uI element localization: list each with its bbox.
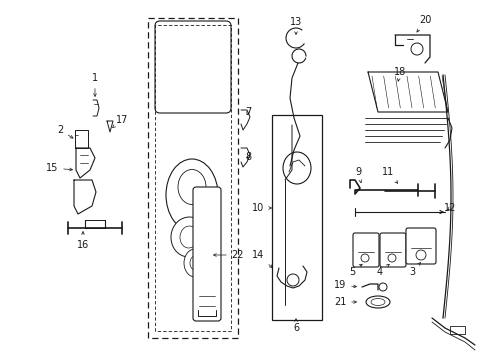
Text: 16: 16	[77, 231, 89, 250]
Text: 13: 13	[289, 17, 302, 35]
FancyBboxPatch shape	[193, 187, 221, 321]
Circle shape	[286, 274, 298, 286]
Ellipse shape	[283, 152, 310, 184]
FancyBboxPatch shape	[155, 21, 230, 113]
Ellipse shape	[365, 296, 389, 308]
Bar	[75, 130, 88, 148]
Text: 6: 6	[292, 319, 299, 333]
Text: 7: 7	[244, 107, 251, 117]
Text: 1: 1	[92, 73, 98, 96]
Bar	[271, 115, 321, 320]
Text: 17: 17	[112, 115, 128, 127]
FancyBboxPatch shape	[379, 233, 405, 267]
Text: 9: 9	[354, 167, 361, 183]
Text: 22: 22	[213, 250, 244, 260]
Text: 21: 21	[333, 297, 356, 307]
Ellipse shape	[183, 249, 205, 277]
Circle shape	[387, 254, 395, 262]
Text: 4: 4	[376, 264, 388, 277]
FancyBboxPatch shape	[352, 233, 378, 267]
Ellipse shape	[171, 217, 206, 257]
Text: 10: 10	[251, 203, 271, 213]
Circle shape	[410, 43, 422, 55]
Ellipse shape	[165, 159, 218, 231]
Text: 8: 8	[244, 152, 250, 162]
Circle shape	[360, 254, 368, 262]
Text: 2: 2	[57, 125, 73, 138]
Text: 19: 19	[333, 280, 356, 290]
Circle shape	[378, 283, 386, 291]
Ellipse shape	[190, 256, 200, 270]
Ellipse shape	[178, 170, 205, 204]
Text: 5: 5	[348, 264, 362, 277]
Bar	[449, 326, 464, 334]
Ellipse shape	[370, 298, 384, 306]
Text: 15: 15	[46, 163, 72, 173]
Text: 3: 3	[408, 262, 420, 277]
Circle shape	[415, 250, 425, 260]
Text: 11: 11	[381, 167, 397, 183]
FancyBboxPatch shape	[405, 228, 435, 264]
Text: 20: 20	[416, 15, 430, 32]
Text: 14: 14	[251, 250, 272, 267]
Bar	[85, 220, 105, 228]
Text: 12: 12	[443, 203, 455, 213]
Ellipse shape	[180, 226, 198, 248]
Text: 18: 18	[393, 67, 406, 81]
